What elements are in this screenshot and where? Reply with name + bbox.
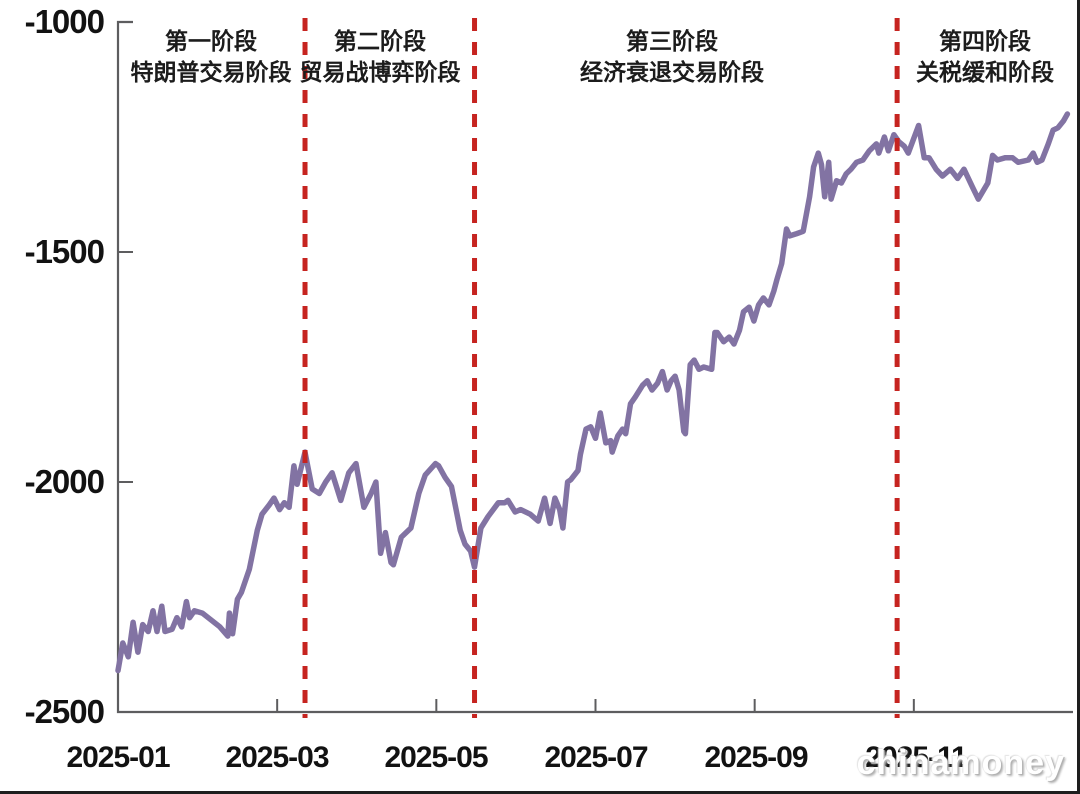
phase-subtitle: 特朗普交易阶段	[130, 60, 292, 85]
chinamoney-watermark: chinamoney	[856, 744, 1065, 782]
x-tick-label: 2025-11	[865, 741, 967, 774]
phase-annotation-1: 第一阶段 特朗普交易阶段	[61, 26, 361, 88]
phase-annotation-2: 第二阶段 贸易战博弈阶段	[230, 26, 530, 88]
phase-subtitle: 贸易战博弈阶段	[299, 60, 461, 85]
x-tick-label: 2025-05	[384, 741, 488, 774]
y-tick-label: -1000	[24, 3, 105, 40]
x-tick-label: 2025-07	[544, 741, 648, 774]
phase-annotation-4: 第四阶段 关税缓和阶段	[835, 26, 1080, 88]
phase-title: 第一阶段	[165, 29, 257, 54]
x-tick-label: 2025-09	[704, 741, 808, 774]
phase-annotation-3: 第三阶段 经济衰退交易阶段	[522, 26, 822, 88]
y-tick-label: -2500	[24, 693, 105, 730]
y-tick-label: -2000	[24, 463, 105, 500]
phase-title: 第三阶段	[626, 29, 718, 54]
phase-title: 第二阶段	[334, 29, 426, 54]
phase-subtitle: 经济衰退交易阶段	[580, 60, 764, 85]
x-tick-label: 2025-03	[225, 741, 329, 774]
phase-subtitle: 关税缓和阶段	[916, 60, 1054, 85]
x-tick-label: 2025-01	[66, 741, 170, 774]
y-tick-label: -1500	[24, 233, 105, 270]
phase-title: 第四阶段	[939, 29, 1031, 54]
